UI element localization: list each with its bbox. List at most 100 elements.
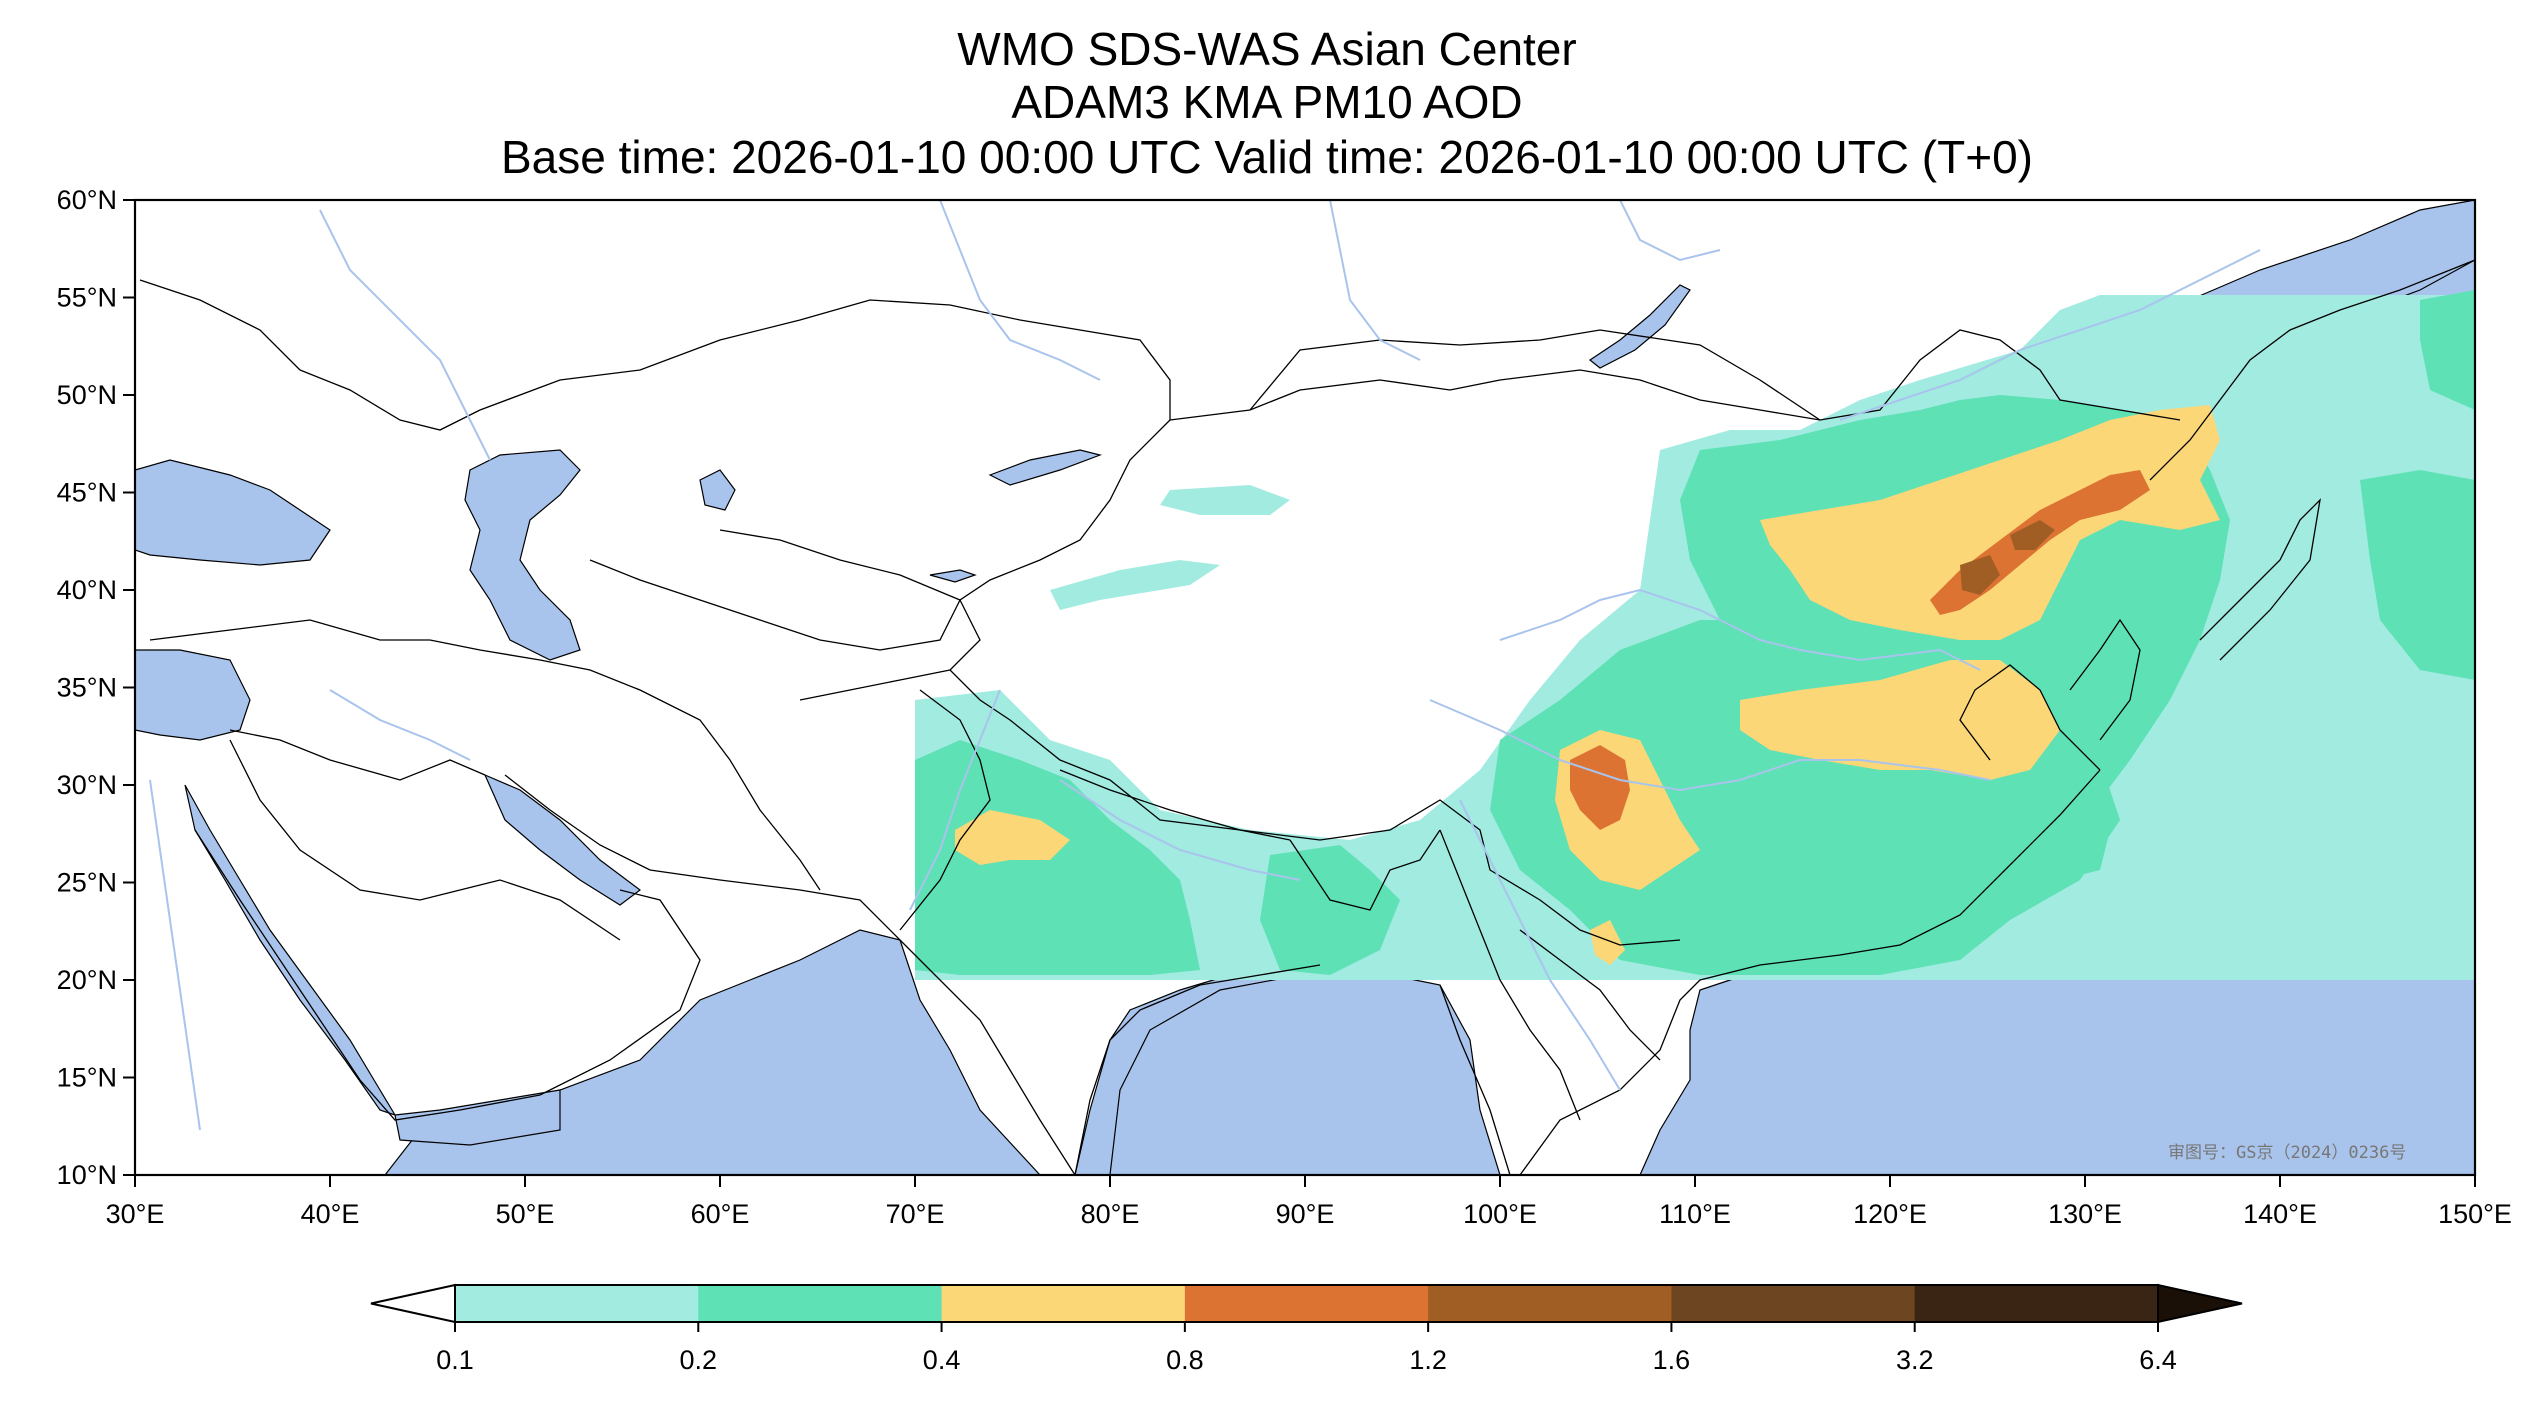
x-tick-label: 110°E — [1659, 1199, 1731, 1229]
y-axis: 10°N 15°N 20°N 25°N 30°N 35°N 40°N 45°N 50°N 55°N… — [57, 185, 135, 1190]
y-tick-label: 25°N — [57, 868, 117, 898]
black-sea — [135, 459, 331, 566]
colorbar-over-extension — [2157, 1283, 2243, 1324]
coastline-china-east — [1959, 664, 2101, 771]
colorbar-segment — [1671, 1285, 1916, 1322]
border-mongolia — [1249, 329, 1821, 421]
lake-balkhash — [988, 449, 1103, 486]
river-amur — [1839, 249, 2261, 421]
y-tick-label: 60°N — [57, 185, 117, 215]
colorbar-segment — [941, 1285, 1186, 1322]
colorbar-frame — [454, 1284, 2159, 1323]
caspian-sea — [464, 449, 581, 661]
y-tick-label: 20°N — [57, 965, 117, 995]
title-line-1: WMO SDS-WAS Asian Center — [957, 23, 1577, 75]
colorbar-segment — [1184, 1285, 1429, 1322]
aod-level-0.4-c — [1740, 660, 2060, 780]
borders-layer — [139, 259, 2475, 1175]
gulf-of-aden — [394, 1089, 561, 1146]
colorbar-segment — [1914, 1285, 2159, 1322]
y-tick-label: 45°N — [57, 478, 117, 508]
border-turkey-iraq — [149, 619, 486, 781]
x-axis: 30°E 40°E 50°E 60°E 70°E 80°E 90°E 100°E 110°E 12… — [106, 1175, 2512, 1229]
title-line-3: Base time: 2026-01-10 00:00 UTC Valid ti… — [501, 131, 2033, 183]
x-tick-label: 150°E — [2438, 1199, 2512, 1229]
river-ob — [939, 200, 1101, 381]
coastline-india — [899, 939, 1321, 1175]
coastline-korea-japan — [2069, 498, 2321, 741]
y-tick-label: 15°N — [57, 1063, 117, 1093]
river-nile — [149, 779, 201, 1131]
x-tick-label: 70°E — [886, 1199, 945, 1229]
colorbar: 0.1 0.2 0.4 0.8 1.2 1.6 3.2 6.4 — [370, 1283, 2243, 1375]
river-yenisei — [1329, 200, 1421, 361]
x-tick-label: 120°E — [1853, 1199, 1927, 1229]
aod-level-0.2-e — [2420, 290, 2475, 410]
colorbar-segment — [455, 1285, 699, 1322]
river-yangtze — [1429, 699, 1991, 792]
rivers-layer — [149, 200, 2261, 1131]
aod-level-0.2-g — [2020, 800, 2110, 880]
border-india-nepal — [1059, 769, 1441, 911]
y-tick-label: 30°N — [57, 770, 117, 800]
x-tick-label: 90°E — [1276, 1199, 1335, 1229]
river-yellow — [1499, 588, 1981, 671]
aod-level-0.2-f — [2360, 470, 2475, 680]
colorbar-tick-label: 1.6 — [1653, 1345, 1691, 1375]
x-tick-label: 140°E — [2243, 1199, 2317, 1229]
border-india-pakistan — [899, 689, 991, 931]
colorbar-segment — [698, 1285, 943, 1322]
x-tick-label: 60°E — [691, 1199, 750, 1229]
border-central-asia — [589, 529, 961, 701]
aod-level-0.2 — [915, 740, 1200, 975]
aod-level-1.2 — [1960, 555, 2000, 595]
x-tick-label: 40°E — [301, 1199, 360, 1229]
colorbar-tick-label: 0.1 — [436, 1345, 474, 1375]
river-tigris — [329, 689, 471, 761]
aod-level-0.4-e — [1590, 920, 1625, 965]
colorbar-tick-label: 0.2 — [680, 1345, 718, 1375]
issyk-kul — [929, 569, 977, 583]
x-tick-label: 30°E — [106, 1199, 165, 1229]
mediterranean — [135, 649, 251, 741]
coastline-arabia — [194, 829, 701, 1121]
aod-level-0.4-d — [1760, 405, 2220, 640]
aod-level-0.1-b — [1160, 485, 1290, 515]
border-iran — [429, 639, 821, 891]
river-indus — [909, 689, 1001, 911]
y-tick-label: 40°N — [57, 575, 117, 605]
colorbar-tick-label: 1.2 — [1409, 1345, 1447, 1375]
aral-sea — [699, 469, 736, 511]
border-china-north — [1169, 329, 2181, 421]
y-tick-label: 35°N — [57, 673, 117, 703]
aod-level-0.4 — [955, 810, 1070, 865]
border-myanmar-thailand — [1439, 829, 1661, 1121]
border-kazakhstan — [479, 299, 1171, 420]
y-tick-label: 50°N — [57, 380, 117, 410]
colorbar-tick-label: 0.8 — [1166, 1345, 1204, 1375]
border-russia-caspian — [139, 279, 481, 431]
y-tick-label: 10°N — [57, 1160, 117, 1190]
aod-level-0.8 — [1570, 745, 1630, 830]
x-tick-label: 130°E — [2048, 1199, 2122, 1229]
x-tick-label: 50°E — [496, 1199, 555, 1229]
coastline-russia-east — [2149, 259, 2475, 481]
aod-level-1.2-b — [2010, 520, 2055, 550]
aod-shading — [915, 290, 2475, 980]
x-tick-label: 100°E — [1463, 1199, 1537, 1229]
coastline-iran-pakistan — [504, 774, 901, 941]
colorbar-tick-label: 0.4 — [923, 1345, 961, 1375]
river-mekong — [1459, 799, 1621, 1091]
river-ganges — [1059, 779, 1301, 881]
colorbar-under-extension — [370, 1283, 456, 1324]
colorbar-segment — [1428, 1285, 1672, 1322]
persian-gulf — [483, 773, 641, 906]
colorbar-tick-label: 3.2 — [1896, 1345, 1934, 1375]
aod-level-0.1-c — [1050, 560, 1220, 610]
map-approval-stamp: 审图号：GS京（2024）0236号 — [2168, 1143, 2407, 1163]
aod-level-0.2-b — [1260, 845, 1400, 975]
river-volga — [319, 209, 491, 461]
river-lena — [1619, 200, 1721, 262]
